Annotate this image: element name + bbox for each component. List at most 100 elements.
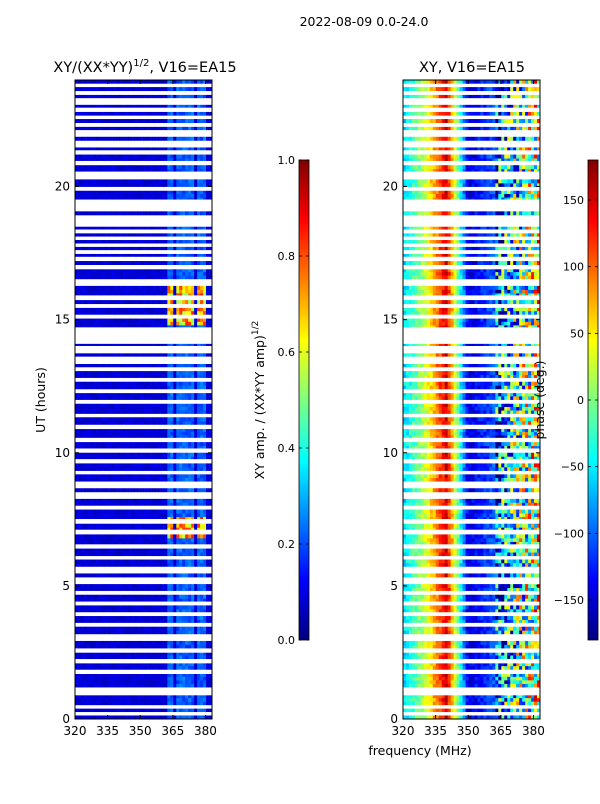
heatmap-cell	[120, 272, 123, 276]
heatmap-cell	[120, 80, 123, 84]
heatmap-cell	[123, 627, 126, 631]
heatmap-cell	[176, 211, 179, 215]
heatmap-cell	[87, 112, 90, 116]
heatmap-cell	[179, 559, 182, 563]
heatmap-cell	[84, 684, 87, 688]
heatmap-cell	[152, 655, 155, 659]
heatmap-cell	[185, 300, 188, 304]
heatmap-cell	[185, 442, 188, 446]
heatmap-cell	[75, 179, 78, 183]
amplitude-colorbar-label: XY amp. / (XX*YY amp)1/2	[251, 321, 267, 480]
heatmap-cell	[176, 286, 179, 290]
heatmap-cell	[155, 510, 158, 514]
heatmap-cell	[182, 431, 185, 435]
heatmap-cell	[197, 474, 200, 478]
heatmap-cell	[507, 708, 510, 712]
heatmap-cell	[114, 605, 117, 609]
heatmap-cell	[146, 417, 149, 421]
heatmap-cell	[132, 289, 135, 293]
heatmap-cell	[120, 467, 123, 471]
heatmap-cell	[203, 701, 206, 705]
heatmap-cell	[141, 407, 144, 411]
heatmap-cell	[75, 708, 78, 712]
heatmap-cell	[191, 605, 194, 609]
heatmap-cell	[170, 417, 173, 421]
heatmap-cell	[170, 155, 173, 159]
heatmap-cell	[200, 463, 203, 467]
heatmap-cell	[123, 641, 126, 645]
heatmap-cell	[141, 641, 144, 645]
heatmap-cell	[164, 676, 167, 680]
heatmap-cell	[93, 513, 96, 517]
heatmap-cell	[78, 524, 81, 528]
y-tick-label: 0	[62, 712, 70, 726]
heatmap-cell	[123, 240, 126, 244]
heatmap-cell	[93, 275, 96, 279]
heatmap-cell	[126, 605, 129, 609]
heatmap-cell	[81, 641, 84, 645]
heatmap-cell	[158, 595, 161, 599]
heatmap-cell	[132, 552, 135, 556]
heatmap-cell	[93, 666, 96, 670]
heatmap-cell	[158, 584, 161, 588]
heatmap-cell	[96, 410, 99, 414]
heatmap-cell	[173, 616, 176, 620]
heatmap-cell	[170, 499, 173, 503]
heatmap-cell	[200, 676, 203, 680]
heatmap-cell	[176, 112, 179, 116]
heatmap-cell	[120, 644, 123, 648]
heatmap-cell	[141, 573, 144, 577]
heatmap-cell	[105, 563, 108, 567]
heatmap-cell	[84, 708, 87, 712]
heatmap-cell	[111, 300, 114, 304]
heatmap-cell	[78, 385, 81, 389]
amplitude-heatmap[interactable]	[75, 80, 212, 719]
heatmap-cell	[135, 666, 138, 670]
heatmap-cell	[182, 698, 185, 702]
heatmap-cell	[197, 510, 200, 514]
heatmap-cell	[146, 385, 149, 389]
heatmap-cell	[96, 698, 99, 702]
phase-heatmap[interactable]	[403, 80, 540, 719]
heatmap-cell	[427, 708, 430, 712]
heatmap-cell	[161, 155, 164, 159]
heatmap-cell	[152, 261, 155, 265]
heatmap-cell	[132, 417, 135, 421]
heatmap-cell	[152, 165, 155, 169]
heatmap-cell	[75, 616, 78, 620]
heatmap-cell	[87, 179, 90, 183]
x-tick-label: 320	[64, 724, 87, 738]
heatmap-cell	[200, 371, 203, 375]
heatmap-cell	[158, 289, 161, 293]
heatmap-cell	[99, 478, 102, 482]
heatmap-cell	[120, 595, 123, 599]
heatmap-cell	[197, 407, 200, 411]
heatmap-cell	[102, 630, 105, 634]
heatmap-cell	[197, 431, 200, 435]
heatmap-cell	[78, 371, 81, 375]
heatmap-cell	[102, 396, 105, 400]
heatmap-cell	[170, 630, 173, 634]
heatmap-cell	[102, 87, 105, 91]
heatmap-cell	[75, 385, 78, 389]
heatmap-cell	[146, 183, 149, 187]
heatmap-cell	[146, 563, 149, 567]
heatmap-cell	[108, 510, 111, 514]
heatmap-cell	[93, 240, 96, 244]
heatmap-cell	[188, 534, 191, 538]
heatmap-cell	[194, 627, 197, 631]
heatmap-cell	[194, 552, 197, 556]
heatmap-cell	[117, 311, 120, 315]
heatmap-cell	[96, 112, 99, 116]
heatmap-cell	[132, 261, 135, 265]
heatmap-cell	[152, 137, 155, 141]
heatmap-cell	[123, 211, 126, 215]
heatmap-cell	[135, 410, 138, 414]
heatmap-cell	[93, 80, 96, 84]
heatmap-cell	[492, 701, 495, 705]
x-tick-label: 380	[194, 724, 217, 738]
heatmap-cell	[114, 513, 117, 517]
heatmap-cell	[170, 453, 173, 457]
heatmap-cell	[123, 499, 126, 503]
heatmap-cell	[182, 538, 185, 542]
